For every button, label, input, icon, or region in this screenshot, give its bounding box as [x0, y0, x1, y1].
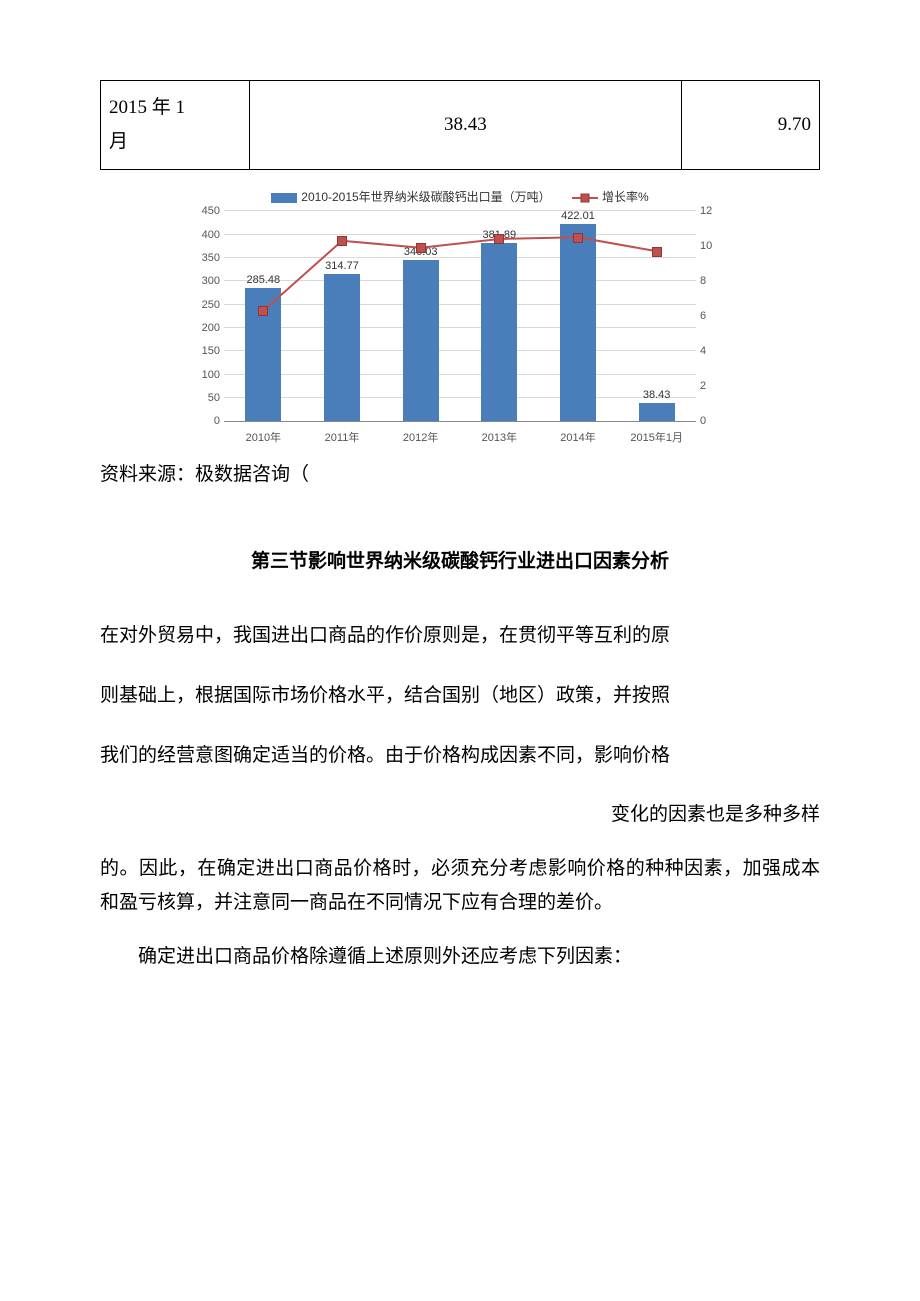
y-right-tick: 4 — [700, 345, 730, 357]
chart-plot-area: 050100150200250300350400450 024681012 28… — [190, 211, 730, 447]
paragraph-3: 我们的经营意图确定适当的价格。由于价格构成因素不同，影响价格 — [100, 733, 820, 779]
cell-year: 2015 年 1月 — [101, 81, 250, 170]
y-left-tick: 150 — [190, 345, 220, 357]
cell-value2: 9.70 — [681, 81, 819, 170]
table-row: 2015 年 1月 38.43 9.70 — [101, 81, 820, 170]
section-title: 第三节影响世界纳米级碳酸钙行业进出口因素分析 — [100, 546, 820, 573]
y-axis-right: 024681012 — [700, 211, 730, 421]
y-left-tick: 250 — [190, 299, 220, 311]
y-right-tick: 12 — [700, 205, 730, 217]
line-marker — [416, 243, 426, 253]
chart-source-caption: 资料来源：极数据咨询（ — [100, 459, 820, 486]
paragraph-5: 的。因此，在确定进出口商品价格时，必须充分考虑影响价格的种种因素，加强成本和盈亏… — [100, 852, 820, 920]
cell-year-text: 2015 年 1月 — [109, 97, 185, 152]
x-category-label: 2013年 — [482, 429, 517, 445]
paragraph-1: 在对外贸易中，我国进出口商品的作价原则是，在贯彻平等互利的原 — [100, 613, 820, 659]
chart-legend: 2010-2015年世界纳米级碳酸钙出口量（万吨） 增长率% — [180, 182, 740, 211]
y-axis-left: 050100150200250300350400450 — [190, 211, 220, 421]
y-left-tick: 300 — [190, 275, 220, 287]
legend-bar-swatch — [271, 193, 297, 203]
line-marker — [573, 233, 583, 243]
line-marker — [337, 236, 347, 246]
legend-bar-label: 2010-2015年世界纳米级碳酸钙出口量（万吨） — [301, 190, 550, 204]
paragraph-2: 则基础上，根据国际市场价格水平，结合国别（地区）政策，并按照 — [100, 673, 820, 719]
legend-line-swatch — [572, 197, 598, 199]
y-left-tick: 200 — [190, 322, 220, 334]
y-right-tick: 10 — [700, 240, 730, 252]
x-category-label: 2011年 — [325, 429, 360, 445]
line-marker — [494, 234, 504, 244]
x-axis: 2010年 2011年 2012年 2013年 2014年 2015年1月 — [224, 425, 696, 447]
line-series — [224, 211, 696, 421]
x-category-label: 2015年1月 — [630, 429, 683, 445]
paragraph-4: 变化的因素也是多种多样 — [100, 792, 820, 838]
y-left-tick: 100 — [190, 369, 220, 381]
cell-value2-text: 9.70 — [778, 114, 811, 135]
y-right-tick: 6 — [700, 310, 730, 322]
data-table: 2015 年 1月 38.43 9.70 — [100, 80, 820, 170]
y-right-tick: 2 — [700, 380, 730, 392]
x-category-label: 2014年 — [560, 429, 595, 445]
y-left-tick: 0 — [190, 415, 220, 427]
line-marker — [652, 247, 662, 257]
document-page: 2015 年 1月 38.43 9.70 2010-2015年世界纳米级碳酸钙出… — [0, 0, 920, 1054]
x-category-label: 2010年 — [246, 429, 281, 445]
chart-plot: 285.48314.77346.03381.89422.0138.43 — [224, 211, 696, 422]
y-left-tick: 350 — [190, 252, 220, 264]
export-chart: 2010-2015年世界纳米级碳酸钙出口量（万吨） 增长率% 050100150… — [180, 182, 740, 447]
y-right-tick: 8 — [700, 275, 730, 287]
x-category-label: 2012年 — [403, 429, 438, 445]
legend-line-label: 增长率% — [602, 190, 649, 204]
y-left-tick: 50 — [190, 392, 220, 404]
y-right-tick: 0 — [700, 415, 730, 427]
y-left-tick: 450 — [190, 205, 220, 217]
paragraph-6: 确定进出口商品价格除遵循上述原则外还应考虑下列因素： — [100, 940, 820, 974]
y-left-tick: 400 — [190, 229, 220, 241]
cell-value1: 38.43 — [250, 81, 682, 170]
line-marker — [258, 306, 268, 316]
cell-value1-text: 38.43 — [444, 114, 487, 135]
